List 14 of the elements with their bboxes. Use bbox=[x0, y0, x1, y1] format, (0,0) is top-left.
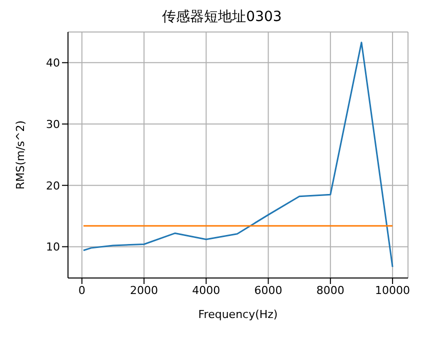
y-tick-label: 10 bbox=[46, 240, 60, 254]
y-tick-label: 30 bbox=[46, 118, 60, 131]
x-tick-label: 8000 bbox=[316, 284, 344, 297]
x-tick-label: 2000 bbox=[130, 284, 158, 297]
chart-title: 传感器短地址0303 bbox=[161, 8, 283, 27]
x-tick-label: 0 bbox=[78, 284, 86, 297]
y-tick-label: 20 bbox=[46, 179, 60, 192]
y-axis-title: RMS(m/s^2) bbox=[14, 120, 27, 190]
y-tick-label: 40 bbox=[46, 56, 60, 70]
x-tick-label: 10000 bbox=[375, 284, 410, 297]
x-axis-title: Frequency(Hz) bbox=[198, 308, 278, 321]
x-tick-label: 4000 bbox=[192, 284, 220, 297]
x-tick-label: 6000 bbox=[254, 284, 282, 297]
line-series bbox=[82, 42, 394, 268]
